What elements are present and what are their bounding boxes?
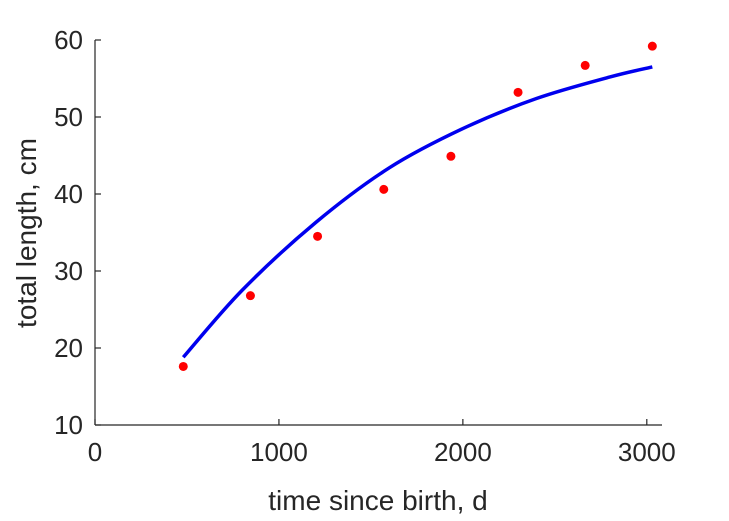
data-point [647, 41, 657, 51]
y-tick-label: 30 [54, 256, 83, 286]
y-axis-label: total length, cm [11, 138, 42, 328]
data-point [513, 87, 523, 97]
x-tick-label: 3000 [618, 437, 676, 467]
ticks: 0 1000 2000 3000 10 20 30 40 50 60 [54, 25, 676, 467]
data-point [446, 151, 456, 161]
x-axis-label: time since birth, d [268, 485, 487, 516]
axes [94, 40, 662, 426]
x-tick-label: 1000 [250, 437, 308, 467]
data-point [178, 361, 188, 371]
y-tick-label: 10 [54, 410, 83, 440]
x-tick-label: 0 [88, 437, 102, 467]
data-point [580, 60, 590, 70]
x-tick-label: 2000 [434, 437, 492, 467]
data-point [313, 231, 323, 241]
y-tick-label: 50 [54, 102, 83, 132]
y-tick-label: 60 [54, 25, 83, 55]
data-point [379, 184, 389, 194]
data-point [245, 291, 255, 301]
y-tick-label: 20 [54, 333, 83, 363]
plot-area [178, 41, 657, 371]
y-tick-label: 40 [54, 179, 83, 209]
fit-curve-line [181, 65, 653, 359]
